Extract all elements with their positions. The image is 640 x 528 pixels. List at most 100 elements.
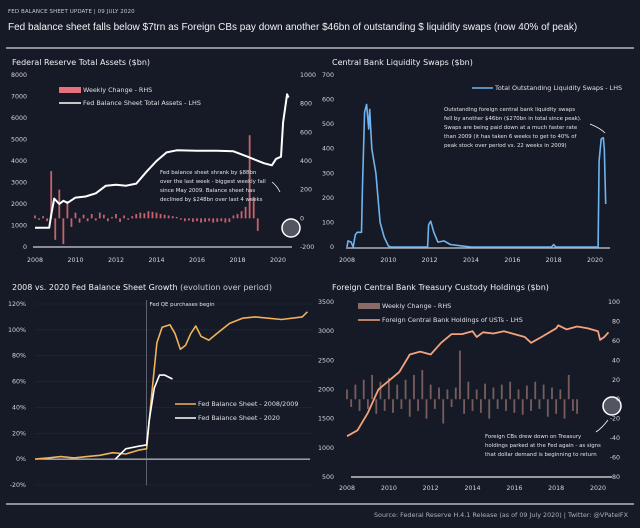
- c1-y-tick: 3000: [11, 180, 27, 187]
- c1-weekly-bar: [78, 218, 81, 223]
- c4-weekly-bar: [371, 374, 373, 400]
- c1-y2-tick: 800: [300, 101, 312, 108]
- c1-weekly-bar: [216, 218, 219, 222]
- c4-weekly-bar: [567, 374, 570, 400]
- c1-weekly-bar: [244, 206, 247, 219]
- c4-y-tick: 1500: [318, 416, 334, 423]
- chart-2-title: Central Bank Liquidity Swaps ($bn): [332, 58, 473, 67]
- c4-weekly-bar: [438, 387, 440, 400]
- c1-total-assets-line: [35, 93, 290, 229]
- c1-weekly-bar: [131, 216, 134, 219]
- c4-y2-tick: 80: [612, 318, 620, 325]
- c4-y2-tick: 40: [612, 357, 620, 364]
- c4-weekly-bar: [538, 399, 541, 409]
- c1-weekly-bar: [248, 135, 251, 219]
- c4-weekly-bar: [446, 389, 449, 400]
- c3-y-tick: 20%: [12, 430, 26, 437]
- c3-2020-line: [114, 374, 173, 460]
- c1-weekly-bar: [171, 216, 174, 219]
- c2-y-tick: 300: [322, 170, 334, 177]
- chart-3-subtitle: (evolution over period): [180, 283, 272, 292]
- c1-weekly-bar: [74, 212, 77, 219]
- c4-weekly-bar: [572, 399, 574, 411]
- c4-weekly-bar: [463, 399, 466, 414]
- c1-weekly-bar: [50, 171, 53, 219]
- c4-weekly-bar: [546, 399, 549, 417]
- c2-annotation-line: fell by another $46bn ($270bn in total s…: [444, 116, 582, 122]
- c2-annotation-line: Outstanding foreign central bank liquidi…: [444, 107, 575, 113]
- c1-weekly-bar: [82, 214, 85, 219]
- c4-weekly-bar: [442, 399, 445, 424]
- c1-highlight-circle: [281, 218, 301, 238]
- c4-weekly-bar: [525, 385, 528, 400]
- c4-annotation-line: Foreign CBs drew down on Treasury: [485, 434, 582, 440]
- c4-weekly-bar: [471, 399, 474, 411]
- c1-weekly-bar: [188, 218, 190, 221]
- c1-annotation-line: declined by $248bn over last 4 weeks: [160, 197, 263, 203]
- c2-y-tick: 700: [322, 72, 334, 79]
- c4-weekly-bar: [513, 399, 516, 413]
- c1-weekly-bar: [34, 215, 36, 219]
- c3-legend-2008: Fed Balance Sheet - 2008/2009: [198, 400, 298, 408]
- c1-weekly-bar: [38, 218, 40, 220]
- c4-legend-weekly: Weekly Change - RHS: [382, 302, 451, 310]
- c4-weekly-bar: [367, 399, 369, 409]
- c1-y-tick: 5000: [11, 137, 27, 144]
- c4-weekly-bar: [505, 399, 507, 411]
- c2-legend: Total Outstanding Liquidity Swaps - LHS: [494, 84, 622, 92]
- header-divider: [6, 47, 634, 49]
- c4-xtick: 2020: [590, 485, 606, 492]
- c1-weekly-bar: [228, 218, 231, 222]
- c1-annotation-arrow: [271, 181, 281, 193]
- c1-weekly-bar: [163, 214, 166, 219]
- c1-annotation-line: Fed balance sheet shrank by $88bn: [160, 170, 256, 176]
- c4-weekly-bar: [379, 381, 382, 400]
- c1-xtick: 2008: [27, 257, 43, 264]
- c4-weekly-bar: [362, 379, 365, 400]
- c1-weekly-bar: [135, 214, 138, 219]
- report-kicker: FED BALANCE SHEET UPDATE | 09 JULY 2020: [8, 9, 135, 15]
- c4-y2-tick: 20: [612, 377, 620, 384]
- c4-weekly-bar: [542, 384, 545, 400]
- c1-xtick: 2010: [67, 257, 83, 264]
- c4-y2-tick: -80: [610, 474, 620, 481]
- c4-y2-tick: -60: [610, 455, 620, 462]
- c1-y2-tick: 600: [300, 129, 312, 136]
- c1-weekly-bar: [224, 218, 227, 223]
- c1-weekly-bar: [240, 211, 243, 219]
- c3-2008-line: [34, 311, 308, 460]
- c4-y2-tick: -40: [610, 435, 620, 442]
- c4-weekly-bar: [563, 399, 566, 419]
- chart-1-title: Federal Reserve Total Assets ($bn): [12, 58, 151, 67]
- c4-weekly-bar: [509, 381, 512, 400]
- c1-weekly-bar: [123, 215, 125, 219]
- c1-legend-assets: Fed Balance Sheet Total Assets - LHS: [83, 99, 201, 107]
- c4-weekly-bar: [559, 389, 562, 400]
- c4-weekly-bar: [396, 384, 399, 400]
- c1-weekly-bar: [256, 218, 259, 231]
- c4-annotation-line: holdings parked at the Fed again - as si…: [485, 443, 601, 449]
- c4-y2-tick: -20: [610, 416, 620, 423]
- chart-3-title-main: 2008 vs. 2020 Fed Balance Sheet Growth: [12, 283, 178, 292]
- c1-weekly-bar: [159, 214, 162, 219]
- c1-y2-tick: 200: [300, 187, 312, 194]
- c1-y2-tick: 1000: [300, 72, 316, 79]
- c4-y2-tick: 100: [608, 299, 620, 306]
- c1-weekly-bar: [155, 212, 158, 219]
- c1-weekly-bar: [86, 218, 89, 222]
- c4-weekly-bar: [459, 350, 461, 400]
- c4-weekly-bar: [354, 384, 357, 400]
- c4-weekly-bar: [534, 381, 537, 400]
- c3-y-tick: -20%: [10, 482, 26, 489]
- c1-y-tick: 0: [23, 244, 27, 251]
- c1-weekly-bar: [115, 214, 117, 219]
- c4-holdings-line: [346, 324, 610, 437]
- c2-xtick: 2020: [587, 257, 603, 264]
- c2-xtick: 2016: [504, 257, 520, 264]
- c2-xtick: 2014: [463, 257, 479, 264]
- c1-weekly-bar: [90, 214, 93, 219]
- headline: Fed balance sheet falls below $7trn as F…: [8, 22, 578, 33]
- c1-weekly-bar: [204, 218, 206, 222]
- c2-annotation-line: Swaps are being paid down at a much fast…: [444, 125, 578, 131]
